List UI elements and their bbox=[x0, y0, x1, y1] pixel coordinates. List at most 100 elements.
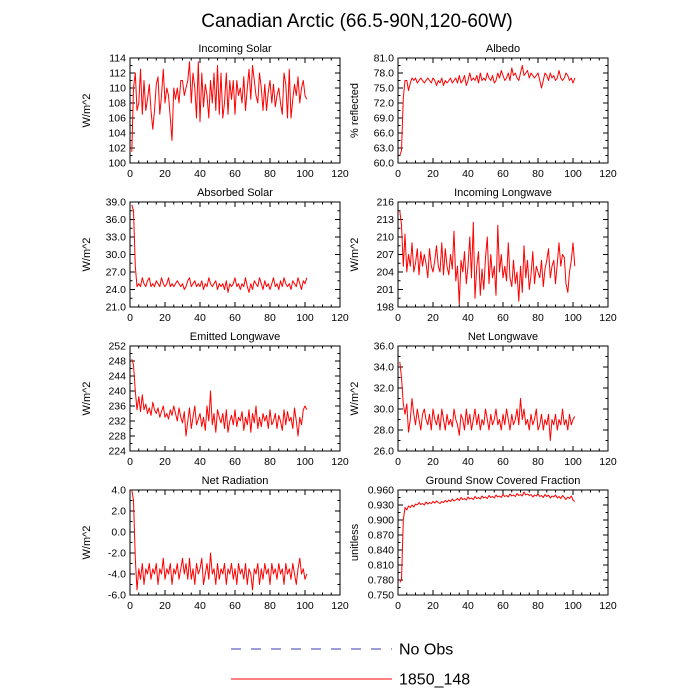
plot-frame bbox=[397, 57, 609, 164]
x-tick-label: 120 bbox=[599, 312, 617, 324]
panel-8: Ground Snow Covered Fraction unitless 0 20 4… bbox=[349, 475, 617, 612]
y-tick-label: 0.960 bbox=[368, 485, 394, 497]
y-tick-label: 240 bbox=[108, 386, 126, 398]
y-tick-label: 0.810 bbox=[368, 560, 394, 572]
x-tick-label: 60 bbox=[497, 312, 509, 324]
y-tick-label: 228 bbox=[108, 431, 126, 443]
plot-frame bbox=[129, 201, 341, 308]
y-tick-label: 102 bbox=[108, 143, 126, 155]
x-tick-label: 100 bbox=[296, 600, 314, 612]
x-tick-label: 100 bbox=[296, 168, 314, 180]
x-tick-label: 60 bbox=[229, 312, 241, 324]
y-tick-label: 0.840 bbox=[368, 545, 394, 557]
x-tick-label: 120 bbox=[599, 456, 617, 468]
y-tick-label: 30.0 bbox=[106, 249, 127, 261]
panel-title: Net Longwave bbox=[468, 331, 538, 343]
y-tick-label: 4.0 bbox=[111, 485, 126, 497]
y-tick-label: -2.0 bbox=[108, 548, 126, 560]
x-tick-label: 100 bbox=[564, 600, 582, 612]
x-tick-label: 20 bbox=[159, 456, 171, 468]
x-tick-label: 40 bbox=[462, 168, 474, 180]
plot-frame bbox=[397, 489, 609, 596]
panel-title: Albedo bbox=[486, 43, 520, 55]
x-tick-label: 80 bbox=[532, 312, 544, 324]
y-axis-label: W/m^2 bbox=[349, 382, 361, 416]
panel-1: Incoming Solar W/m^2 0 20 40 60 80 100 120 100 102… bbox=[81, 43, 349, 180]
y-tick-label: 66.0 bbox=[374, 128, 395, 140]
y-tick-label: 69.0 bbox=[374, 113, 395, 125]
x-tick-label: 120 bbox=[331, 312, 349, 324]
series-line bbox=[131, 204, 308, 293]
y-tick-label: 213 bbox=[376, 214, 394, 226]
y-axis-label: % reflected bbox=[349, 83, 361, 138]
y-tick-label: 32.0 bbox=[374, 383, 395, 395]
series-line bbox=[131, 358, 308, 437]
x-tick-label: 100 bbox=[564, 312, 582, 324]
x-tick-label: 20 bbox=[159, 168, 171, 180]
y-tick-label: 236 bbox=[108, 401, 126, 413]
y-tick-label: 81.0 bbox=[374, 53, 395, 65]
x-tick-label: 80 bbox=[532, 456, 544, 468]
y-tick-label: 204 bbox=[376, 267, 394, 279]
x-tick-label: 80 bbox=[264, 456, 276, 468]
x-tick-label: 20 bbox=[159, 312, 171, 324]
y-axis-label: W/m^2 bbox=[81, 526, 93, 560]
y-axis-label: W/m^2 bbox=[81, 94, 93, 128]
x-tick-label: 0 bbox=[395, 456, 401, 468]
x-tick-label: 120 bbox=[599, 168, 617, 180]
y-tick-label: 108 bbox=[108, 98, 126, 110]
y-tick-label: 110 bbox=[109, 83, 126, 95]
x-tick-label: 0 bbox=[395, 600, 401, 612]
y-tick-label: 104 bbox=[108, 128, 126, 140]
x-tick-label: 40 bbox=[194, 312, 206, 324]
y-tick-label: 112 bbox=[109, 68, 126, 80]
x-tick-label: 0 bbox=[395, 312, 401, 324]
x-tick-label: 120 bbox=[331, 600, 349, 612]
y-tick-label: 21.0 bbox=[106, 302, 127, 314]
x-tick-label: 80 bbox=[532, 168, 544, 180]
panel-2: Albedo % reflected 0 20 40 60 80 100 120 60.0 63.0… bbox=[349, 43, 617, 180]
y-tick-label: 232 bbox=[108, 416, 126, 428]
x-tick-label: 60 bbox=[497, 168, 509, 180]
x-tick-label: 120 bbox=[331, 168, 349, 180]
y-tick-label: 0.900 bbox=[368, 515, 394, 527]
x-tick-label: 60 bbox=[497, 456, 509, 468]
plot-frame bbox=[397, 345, 609, 452]
y-tick-label: 39.0 bbox=[106, 197, 127, 209]
y-tick-label: 72.0 bbox=[374, 98, 395, 110]
x-tick-label: 20 bbox=[427, 168, 439, 180]
y-tick-label: 114 bbox=[109, 53, 126, 65]
y-tick-label: 0.780 bbox=[368, 575, 394, 587]
y-tick-label: 33.0 bbox=[106, 232, 127, 244]
y-tick-label: 248 bbox=[108, 356, 126, 368]
x-tick-label: 40 bbox=[194, 600, 206, 612]
y-tick-label: 2.0 bbox=[111, 506, 126, 518]
y-tick-label: 60.0 bbox=[374, 158, 395, 170]
legend-label-2: 1850_148 bbox=[399, 672, 470, 689]
plot-frame bbox=[129, 489, 341, 596]
panel-title: Absorbed Solar bbox=[197, 187, 273, 199]
x-tick-label: 60 bbox=[497, 600, 509, 612]
panel-4: Incoming Longwave W/m^2 0 20 40 60 80 100 120 198… bbox=[349, 187, 617, 324]
x-tick-label: 80 bbox=[264, 600, 276, 612]
x-tick-label: 40 bbox=[462, 600, 474, 612]
y-tick-label: 28.0 bbox=[374, 425, 395, 437]
x-tick-label: 20 bbox=[427, 600, 439, 612]
x-tick-label: 20 bbox=[159, 600, 171, 612]
x-tick-label: 100 bbox=[564, 456, 582, 468]
series-line bbox=[399, 361, 576, 441]
x-tick-label: 40 bbox=[462, 312, 474, 324]
x-tick-label: 80 bbox=[532, 600, 544, 612]
panel-5: Emitted Longwave W/m^2 0 20 40 60 80 100 120 224 2… bbox=[81, 331, 349, 468]
panel-title: Ground Snow Covered Fraction bbox=[426, 475, 581, 487]
panel-6: Net Longwave W/m^2 0 20 40 60 80 100 120 26.0 28.0… bbox=[349, 331, 617, 468]
x-tick-label: 40 bbox=[194, 168, 206, 180]
plot-frame bbox=[129, 345, 341, 452]
x-tick-label: 0 bbox=[127, 456, 133, 468]
x-tick-label: 40 bbox=[462, 456, 474, 468]
x-tick-label: 80 bbox=[264, 312, 276, 324]
y-tick-label: 210 bbox=[376, 232, 394, 244]
y-tick-label: 27.0 bbox=[106, 267, 127, 279]
